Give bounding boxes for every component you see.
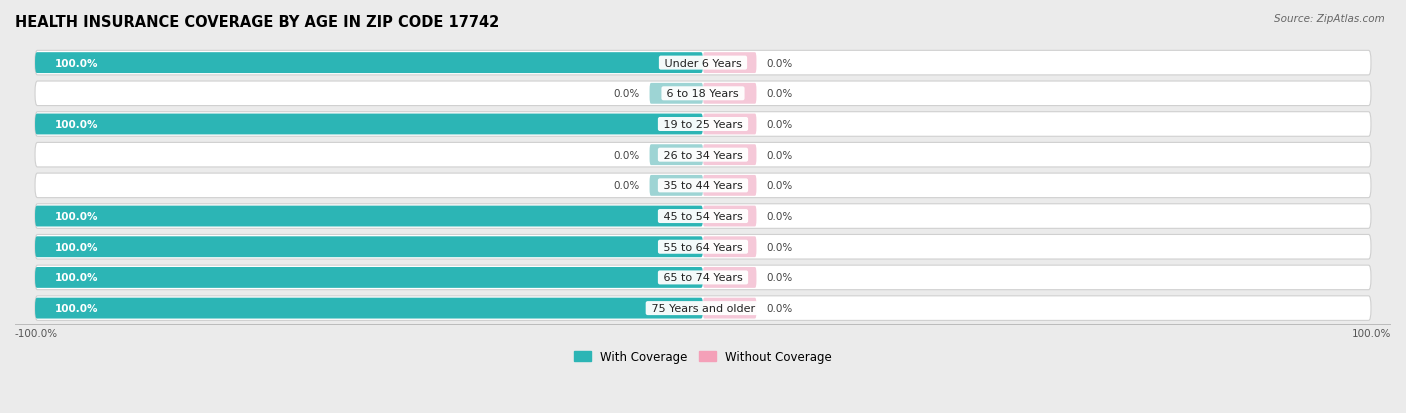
Text: 100.0%: 100.0%: [55, 304, 98, 313]
Text: 0.0%: 0.0%: [766, 59, 793, 69]
Text: 26 to 34 Years: 26 to 34 Years: [659, 150, 747, 160]
FancyBboxPatch shape: [35, 53, 703, 74]
Text: HEALTH INSURANCE COVERAGE BY AGE IN ZIP CODE 17742: HEALTH INSURANCE COVERAGE BY AGE IN ZIP …: [15, 15, 499, 30]
FancyBboxPatch shape: [703, 84, 756, 104]
FancyBboxPatch shape: [703, 145, 756, 166]
Text: 100.0%: 100.0%: [55, 211, 98, 221]
Text: 35 to 44 Years: 35 to 44 Years: [659, 181, 747, 191]
Legend: With Coverage, Without Coverage: With Coverage, Without Coverage: [569, 346, 837, 368]
FancyBboxPatch shape: [703, 206, 756, 227]
Text: 0.0%: 0.0%: [766, 120, 793, 130]
FancyBboxPatch shape: [35, 235, 1371, 259]
Text: 0.0%: 0.0%: [766, 242, 793, 252]
Text: 0.0%: 0.0%: [766, 211, 793, 221]
Text: 6 to 18 Years: 6 to 18 Years: [664, 89, 742, 99]
Text: 100.0%: 100.0%: [55, 59, 98, 69]
FancyBboxPatch shape: [650, 84, 703, 104]
Text: 100.0%: 100.0%: [55, 273, 98, 283]
Text: 55 to 64 Years: 55 to 64 Years: [659, 242, 747, 252]
FancyBboxPatch shape: [35, 206, 703, 227]
FancyBboxPatch shape: [35, 296, 1371, 320]
FancyBboxPatch shape: [35, 143, 1371, 168]
Text: 45 to 54 Years: 45 to 54 Years: [659, 211, 747, 221]
Text: 0.0%: 0.0%: [613, 150, 640, 160]
FancyBboxPatch shape: [703, 298, 756, 319]
Text: 65 to 74 Years: 65 to 74 Years: [659, 273, 747, 283]
Text: 0.0%: 0.0%: [766, 304, 793, 313]
FancyBboxPatch shape: [703, 114, 756, 135]
FancyBboxPatch shape: [35, 114, 703, 135]
FancyBboxPatch shape: [35, 298, 703, 319]
Text: 100.0%: 100.0%: [55, 120, 98, 130]
FancyBboxPatch shape: [650, 145, 703, 166]
Text: 0.0%: 0.0%: [766, 89, 793, 99]
Text: 0.0%: 0.0%: [766, 181, 793, 191]
FancyBboxPatch shape: [650, 176, 703, 196]
Text: Under 6 Years: Under 6 Years: [661, 59, 745, 69]
Text: Source: ZipAtlas.com: Source: ZipAtlas.com: [1274, 14, 1385, 24]
FancyBboxPatch shape: [35, 82, 1371, 106]
Text: 100.0%: 100.0%: [55, 242, 98, 252]
Text: -100.0%: -100.0%: [15, 328, 58, 338]
FancyBboxPatch shape: [35, 237, 703, 258]
FancyBboxPatch shape: [703, 176, 756, 196]
FancyBboxPatch shape: [703, 53, 756, 74]
FancyBboxPatch shape: [35, 174, 1371, 198]
Text: 0.0%: 0.0%: [766, 150, 793, 160]
Text: 0.0%: 0.0%: [613, 181, 640, 191]
FancyBboxPatch shape: [35, 204, 1371, 229]
FancyBboxPatch shape: [35, 267, 703, 288]
FancyBboxPatch shape: [703, 267, 756, 288]
FancyBboxPatch shape: [35, 51, 1371, 76]
Text: 75 Years and older: 75 Years and older: [648, 304, 758, 313]
FancyBboxPatch shape: [35, 112, 1371, 137]
Text: 19 to 25 Years: 19 to 25 Years: [659, 120, 747, 130]
Text: 100.0%: 100.0%: [1351, 328, 1391, 338]
Text: 0.0%: 0.0%: [613, 89, 640, 99]
FancyBboxPatch shape: [703, 237, 756, 258]
FancyBboxPatch shape: [35, 266, 1371, 290]
Text: 0.0%: 0.0%: [766, 273, 793, 283]
